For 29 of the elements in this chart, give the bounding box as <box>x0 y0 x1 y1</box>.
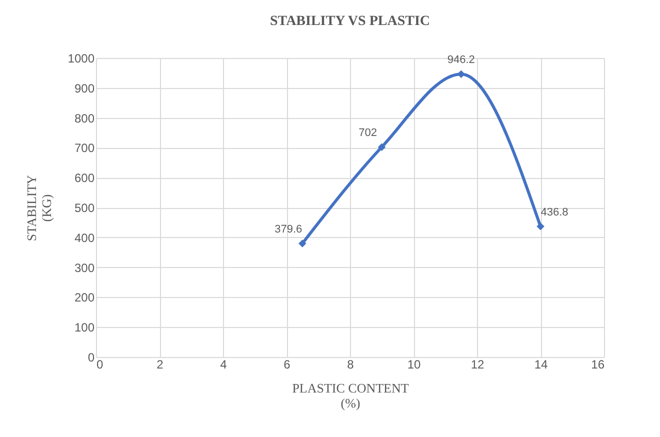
y-tick-label: 200 <box>74 290 95 305</box>
y-tick-label: 600 <box>74 171 95 186</box>
x-tick-label: 6 <box>284 358 291 372</box>
data-label: 436.8 <box>540 206 568 218</box>
y-tick-label: 400 <box>74 230 95 245</box>
x-tick-label: 14 <box>534 358 548 372</box>
x-axis-title: PLASTIC CONTENT (%) <box>292 380 409 410</box>
x-tick-label: 2 <box>156 358 164 372</box>
x-tick-label: 0 <box>96 358 104 372</box>
y-tick-label: 1000 <box>68 52 95 66</box>
point <box>298 240 306 248</box>
data-label: 379.6 <box>274 224 302 236</box>
point <box>536 222 544 230</box>
x-tick-label: 10 <box>407 358 421 372</box>
y-tick-label: 100 <box>74 320 95 335</box>
y-tick-label: 900 <box>74 81 95 96</box>
data-label: 946.2 <box>447 54 475 66</box>
y-tick-label: 700 <box>74 141 95 156</box>
x-tick-label: 8 <box>347 358 354 372</box>
y-tick-label: 500 <box>74 201 95 215</box>
x-tick-label: 4 <box>220 358 228 372</box>
data-label: 702 <box>358 127 377 140</box>
point <box>378 143 386 151</box>
x-tick-label: 12 <box>470 358 484 372</box>
y-axis-title: STABILITY (KG) <box>24 174 54 242</box>
x-tick-label: 16 <box>591 358 605 372</box>
chart-title: STABILITY VS PLASTIC <box>270 14 430 29</box>
y-tick-label: 800 <box>74 111 95 126</box>
y-tick-label: 300 <box>74 260 95 275</box>
